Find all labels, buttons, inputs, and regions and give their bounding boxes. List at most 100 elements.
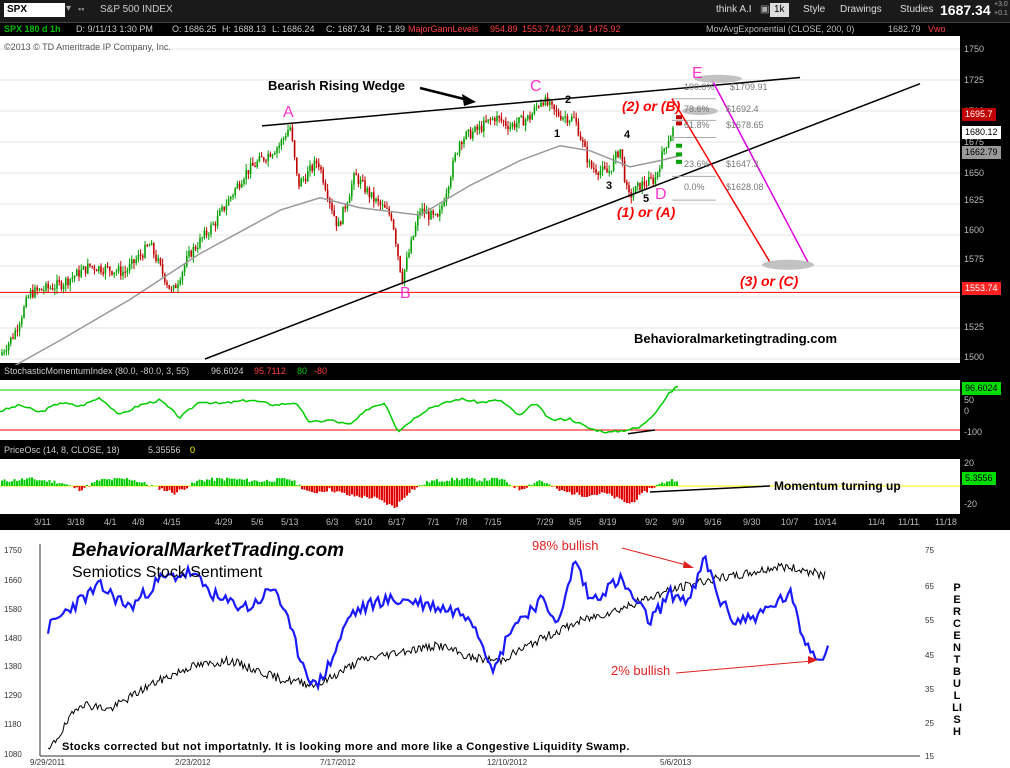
price-candle-body [331,202,333,211]
priceosc-bar [106,479,108,486]
price-candle-body [194,246,197,250]
fib-786: 78.6% [684,104,710,114]
priceosc-bar [441,481,443,486]
price-candle-body [263,157,265,161]
priceosc-bar [78,486,81,492]
price-candle-body [542,102,544,106]
symbol-input[interactable]: SPX [4,3,65,17]
priceosc-bar [471,477,473,486]
priceosc-bar [108,479,111,486]
think-ai-button[interactable]: think A.I [716,4,752,15]
price-candle-body [461,142,463,145]
priceosc-label[interactable]: PriceOsc (14, 8, CLOSE, 18) [4,445,120,455]
interval-box[interactable]: 1k [770,3,789,17]
drawings-button[interactable]: Drawings [840,4,882,15]
price-candle-body [386,207,388,209]
date-tick: 6/3 [326,517,339,527]
header-low: L: 1686.24 [272,24,315,34]
price-axis[interactable]: 1750 1725 1700 1675 1650 1625 1600 1575 … [960,36,1010,363]
date-tick: 7/8 [455,517,468,527]
price-candle-body [450,177,452,187]
sentiment-date-tick: 9/29/2011 [30,758,65,767]
priceosc-bar [181,486,183,490]
symbol-dropdown-icon[interactable]: ▾ [66,3,72,14]
price-candle-body [192,246,195,257]
priceosc-bar [266,479,268,486]
price-candle-body [89,263,91,267]
price-candle-body [10,337,12,344]
pin-icon: ▪▪ [78,4,85,14]
date-tick: 5/6 [251,517,264,527]
price-candle-body [309,165,311,172]
fib-618-value: $1678.65 [726,120,764,130]
priceosc-bar [216,478,218,486]
priceosc-bar [283,477,286,486]
priceosc-bar [358,486,361,498]
price-candle-body [311,165,313,171]
priceosc-bar [393,486,396,508]
aggregation-label[interactable]: SPX 180 d 1h [4,24,61,34]
price-candle-body [298,173,300,187]
camera-icon[interactable]: ▣ [760,4,770,15]
chart-toolbar: SPX ▾ ▪▪ S&P 500 INDEX think A.I ▣ 1k St… [0,0,1010,23]
price-candle-body [340,221,342,225]
price-candle-body [428,211,430,220]
priceosc-bar [391,486,393,506]
priceosc-bar [56,483,58,486]
price-candle-body [403,269,406,283]
priceosc-bar [253,480,256,486]
header-open: O: 1686.25 [172,24,217,34]
studies-button[interactable]: Studies [900,4,934,15]
price-candle-body [302,178,305,180]
priceosc-bar [176,486,178,493]
smi-chart-svg [0,385,960,435]
price-candle-body [62,285,65,290]
priceosc-bar [578,486,581,495]
price-candle-body [362,179,364,181]
priceosc-bar [233,478,236,486]
priceosc-bar [646,486,648,493]
level-marker [676,115,682,120]
wave-label-d: D [655,186,667,203]
priceosc-bar [231,478,233,486]
priceosc-bar [288,479,291,486]
smi-label[interactable]: StochasticMomentumIndex (80.0, -80.0, 3,… [4,366,190,376]
price-candle-body [623,160,626,182]
price-candle-body [236,183,239,189]
priceosc-bar [503,479,506,486]
percent-bullish-axis-label: PERCENT BULLISH [952,582,962,738]
price-candle-body [606,168,608,173]
priceosc-panel[interactable]: Momentum turning up [0,459,960,514]
price-candle-body [395,229,397,245]
sentiment-chart: BehavioralMarketTrading.com Semiotics St… [0,530,1010,768]
price-candle-body [612,158,615,171]
sentiment-left-tick: 1290 [4,691,22,700]
gann-value-3: 427.34 [556,24,584,34]
priceosc-bar [671,478,673,486]
price-candle-body [335,215,338,227]
priceosc-bar [168,486,171,491]
date-axis[interactable]: 3/11 3/18 4/1 4/8 4/15 4/29 5/6 5/13 6/3… [0,514,1010,530]
price-candle-body [172,285,175,290]
style-button[interactable]: Style [803,4,826,15]
header-range: R: 1.89 [376,24,406,34]
ema-value: 1682.79 [888,24,921,34]
price-candle-body [113,272,115,275]
price-candle-body [276,147,278,154]
priceosc-bar [8,481,11,486]
price-candle-body [560,116,562,120]
price-candle-body [137,254,140,260]
price-candle-body [478,125,481,130]
price-candle-body [425,211,428,214]
priceosc-bar [83,486,86,488]
priceosc-bar [486,480,488,486]
price-panel[interactable]: ©2013 © TD Ameritrade IP Company, Inc. B… [0,36,960,375]
price-candle-body [267,153,269,161]
price-candle-body [249,162,252,174]
priceosc-bar [191,482,193,486]
priceosc-bar [621,486,623,500]
smi-panel[interactable] [0,380,960,440]
priceosc-bar [111,480,113,486]
priceosc-bar [133,480,136,486]
price-candle-body [205,230,208,235]
